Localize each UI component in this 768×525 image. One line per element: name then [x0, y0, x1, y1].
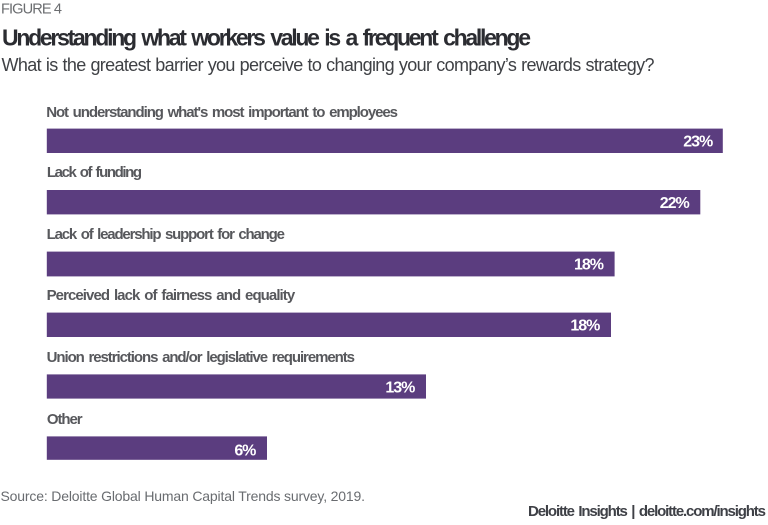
svg-text:Understanding what workers val: Understanding what workers value is a fr…: [2, 24, 531, 50]
svg-text:Other: Other: [47, 411, 83, 428]
svg-text:Source: Deloitte Global Human: Source: Deloitte Global Human Capital Tr…: [1, 488, 366, 504]
svg-text:Deloitte Insights | deloitte.c: Deloitte Insights | deloitte.com/insight…: [528, 503, 766, 520]
svg-text:23%: 23%: [683, 133, 713, 150]
svg-text:What is the greatest barrier y: What is the greatest barrier you perceiv…: [2, 55, 655, 75]
svg-text:Union restrictions and/or legi: Union restrictions and/or legislative re…: [47, 349, 355, 366]
svg-text:Lack of leadership support for: Lack of leadership support for change: [47, 226, 285, 243]
svg-text:Not understanding what's most: Not understanding what's most important …: [46, 104, 398, 121]
svg-text:18%: 18%: [570, 318, 600, 335]
svg-text:18%: 18%: [574, 257, 604, 274]
svg-text:6%: 6%: [234, 442, 256, 459]
svg-text:Perceived lack of fairness and: Perceived lack of fairness and equality: [47, 287, 296, 304]
svg-text:Lack of funding: Lack of funding: [47, 164, 142, 181]
svg-text:22%: 22%: [660, 195, 690, 212]
svg-text:FIGURE 4: FIGURE 4: [1, 1, 62, 17]
svg-text:13%: 13%: [385, 379, 415, 396]
